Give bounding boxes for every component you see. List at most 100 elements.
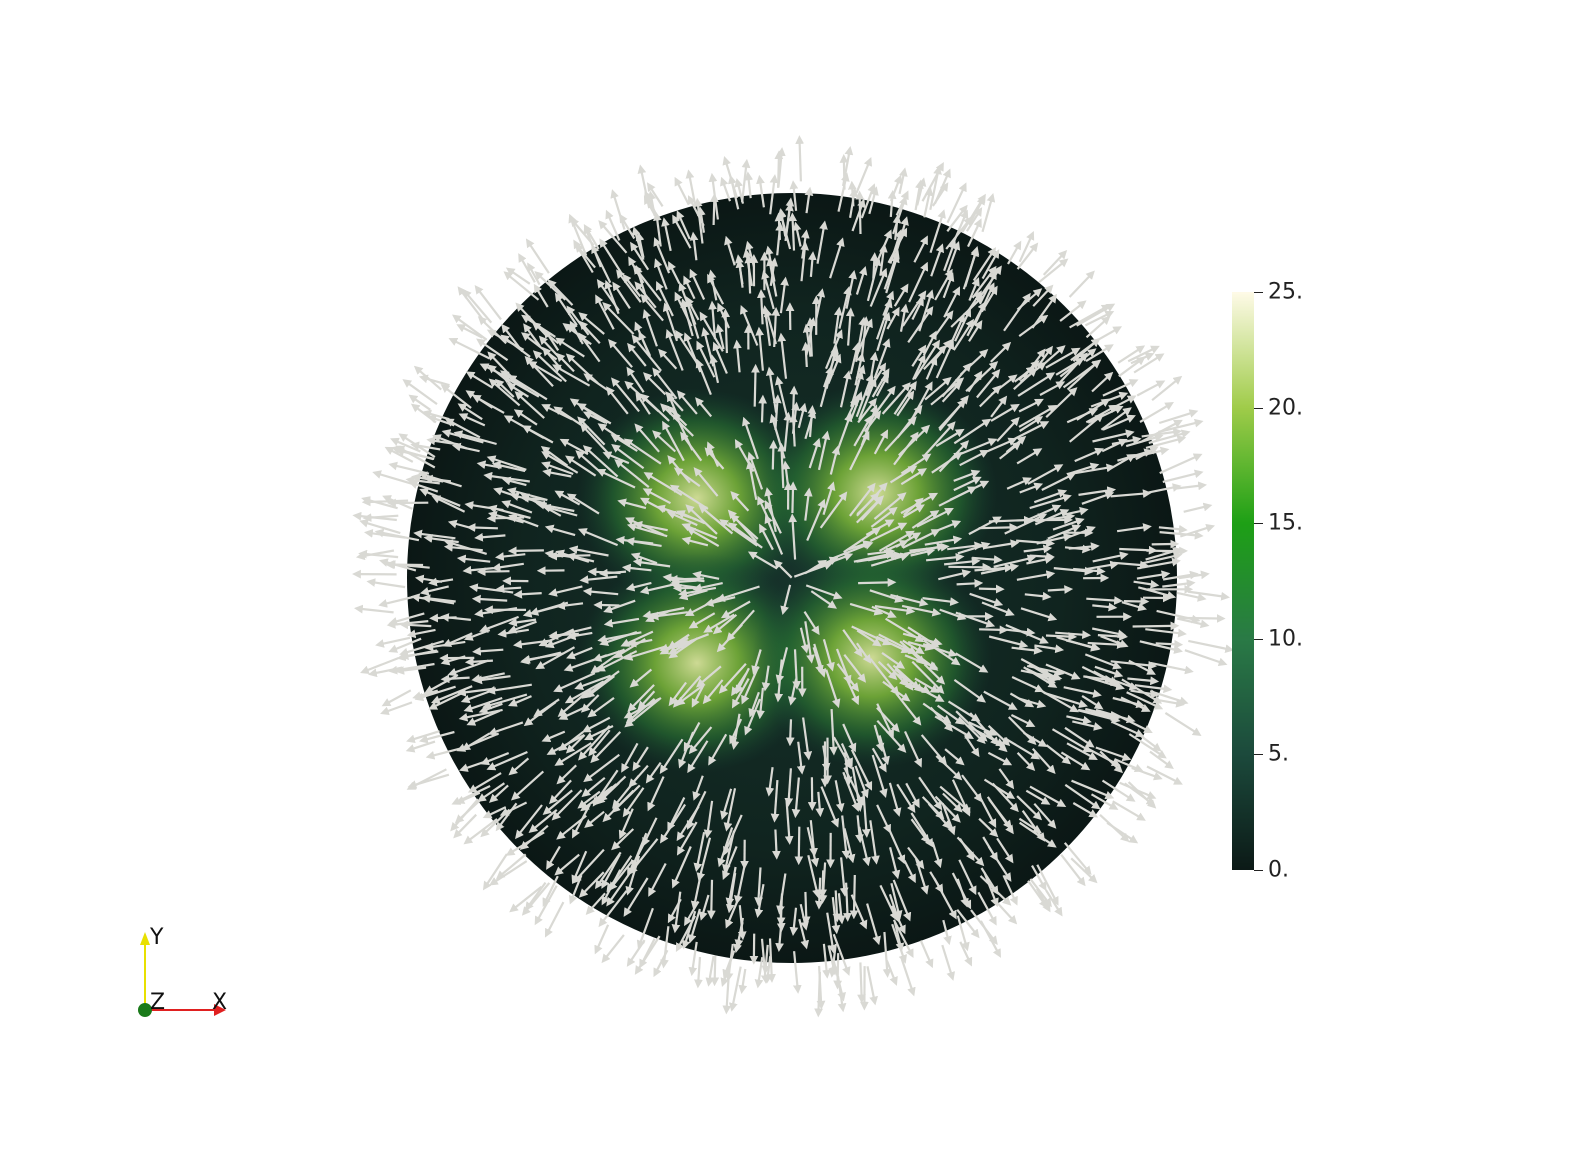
vector-arrow-icon xyxy=(962,247,979,290)
vector-arrow-icon xyxy=(849,874,859,920)
vector-arrow-icon xyxy=(1184,649,1228,667)
vector-arrow-icon xyxy=(648,862,667,897)
vector-arrow-icon xyxy=(734,917,744,949)
vector-arrow-icon xyxy=(1055,630,1092,640)
vector-arrow-icon xyxy=(1021,810,1046,842)
vector-arrow-icon xyxy=(934,795,961,823)
vector-arrow-icon xyxy=(706,879,716,920)
vector-arrow-icon xyxy=(1007,240,1022,265)
vector-arrow-icon xyxy=(805,584,843,600)
vector-arrow-icon xyxy=(480,751,510,766)
vector-arrow-icon xyxy=(676,805,700,842)
vector-arrow-icon xyxy=(784,798,794,845)
vector-arrow-icon xyxy=(804,186,814,214)
vector-arrow-icon xyxy=(1085,404,1118,424)
vector-arrow-icon xyxy=(850,391,863,419)
vector-arrow-icon xyxy=(712,613,738,635)
vector-arrow-icon xyxy=(454,798,482,824)
vector-arrow-icon xyxy=(565,353,599,385)
vector-arrow-icon xyxy=(758,394,768,423)
vector-arrow-icon xyxy=(903,860,916,884)
vector-arrow-icon xyxy=(1112,696,1146,709)
vector-arrow-icon xyxy=(712,341,728,374)
vector-arrow-icon xyxy=(414,685,456,702)
vector-arrow-icon xyxy=(820,786,840,828)
vector-arrow-icon xyxy=(477,782,506,802)
vector-arrow-icon xyxy=(717,827,734,868)
vector-arrow-icon xyxy=(1174,481,1207,491)
vector-arrow-icon xyxy=(804,621,815,664)
vector-arrow-icon xyxy=(978,523,1019,532)
colorbar-tick-label: 5. xyxy=(1268,741,1289,767)
vector-arrow-icon xyxy=(869,589,904,603)
vector-arrow-icon xyxy=(583,753,620,783)
vector-arrow-icon xyxy=(834,780,845,813)
vector-arrow-icon xyxy=(968,721,998,736)
vector-arrow-icon xyxy=(1005,435,1027,453)
vector-arrow-icon xyxy=(457,403,483,421)
vector-arrow-icon xyxy=(489,784,509,803)
vector-arrow-icon xyxy=(1090,793,1119,810)
vector-arrow-icon xyxy=(990,341,1012,363)
vector-arrow-icon xyxy=(508,757,530,776)
vector-arrow-icon xyxy=(792,221,802,247)
vector-arrow-icon xyxy=(1010,714,1036,727)
vector-arrow-icon xyxy=(761,305,771,346)
vector-arrow-icon xyxy=(918,289,935,332)
vector-arrow-icon xyxy=(410,403,437,424)
vector-arrow-icon xyxy=(1059,348,1097,378)
vector-arrow-icon xyxy=(546,845,561,870)
vector-arrow-icon xyxy=(797,402,808,429)
vector-arrow-icon xyxy=(661,217,672,252)
vector-arrow-icon xyxy=(849,602,884,616)
vector-arrow-icon xyxy=(1154,698,1185,708)
vector-arrow-icon xyxy=(1085,315,1111,339)
vector-arrow-icon xyxy=(898,167,908,195)
colorbar-tick-label: 0. xyxy=(1268,857,1289,883)
vector-arrow-icon xyxy=(953,469,981,482)
vector-arrow-icon xyxy=(915,858,929,895)
vector-arrow-icon xyxy=(965,207,983,232)
vector-arrow-icon xyxy=(471,594,508,604)
vector-arrow-icon xyxy=(1094,665,1124,678)
vector-arrow-icon xyxy=(1158,524,1188,534)
vector-arrow-icon xyxy=(777,442,787,489)
vector-arrow-icon xyxy=(647,776,665,812)
vector-arrow-icon xyxy=(602,301,635,335)
vector-arrow-icon xyxy=(930,243,945,277)
vector-arrow-icon xyxy=(912,354,926,381)
vector-arrow-icon xyxy=(1083,675,1114,684)
vector-arrow-icon xyxy=(359,519,401,535)
vector-arrow-icon xyxy=(842,771,860,812)
vector-arrow-icon xyxy=(495,853,527,880)
vector-arrow-icon xyxy=(467,772,502,793)
vector-arrow-icon xyxy=(979,625,1009,635)
vector-arrow-icon xyxy=(833,306,843,344)
vector-arrow-icon xyxy=(461,732,491,751)
vector-arrow-icon xyxy=(1146,546,1184,556)
vector-arrow-icon xyxy=(774,212,784,240)
vector-arrow-icon xyxy=(1011,676,1045,693)
vector-arrow-icon xyxy=(958,438,998,456)
vector-arrow-icon xyxy=(629,668,653,688)
vector-arrow-icon xyxy=(868,186,879,215)
vector-arrow-icon xyxy=(798,918,810,950)
vector-arrow-icon xyxy=(632,746,649,772)
vector-arrow-icon xyxy=(1060,751,1091,771)
vector-arrow-icon xyxy=(623,877,649,917)
vector-arrow-icon xyxy=(413,529,456,540)
vector-arrow-icon xyxy=(1018,231,1035,263)
vector-arrow-icon xyxy=(981,193,996,233)
vector-arrow-icon xyxy=(1158,418,1204,434)
vector-arrow-icon xyxy=(695,358,712,396)
vector-arrow-icon xyxy=(936,704,965,725)
vector-arrow-icon xyxy=(893,431,919,466)
vector-arrow-icon xyxy=(627,638,653,648)
vector-arrow-icon xyxy=(923,639,961,666)
vector-arrow-icon xyxy=(747,551,778,570)
vector-arrow-icon xyxy=(457,687,496,697)
vector-arrow-icon xyxy=(571,850,588,885)
vector-arrow-icon xyxy=(628,838,659,875)
vector-arrow-icon xyxy=(1066,715,1092,725)
